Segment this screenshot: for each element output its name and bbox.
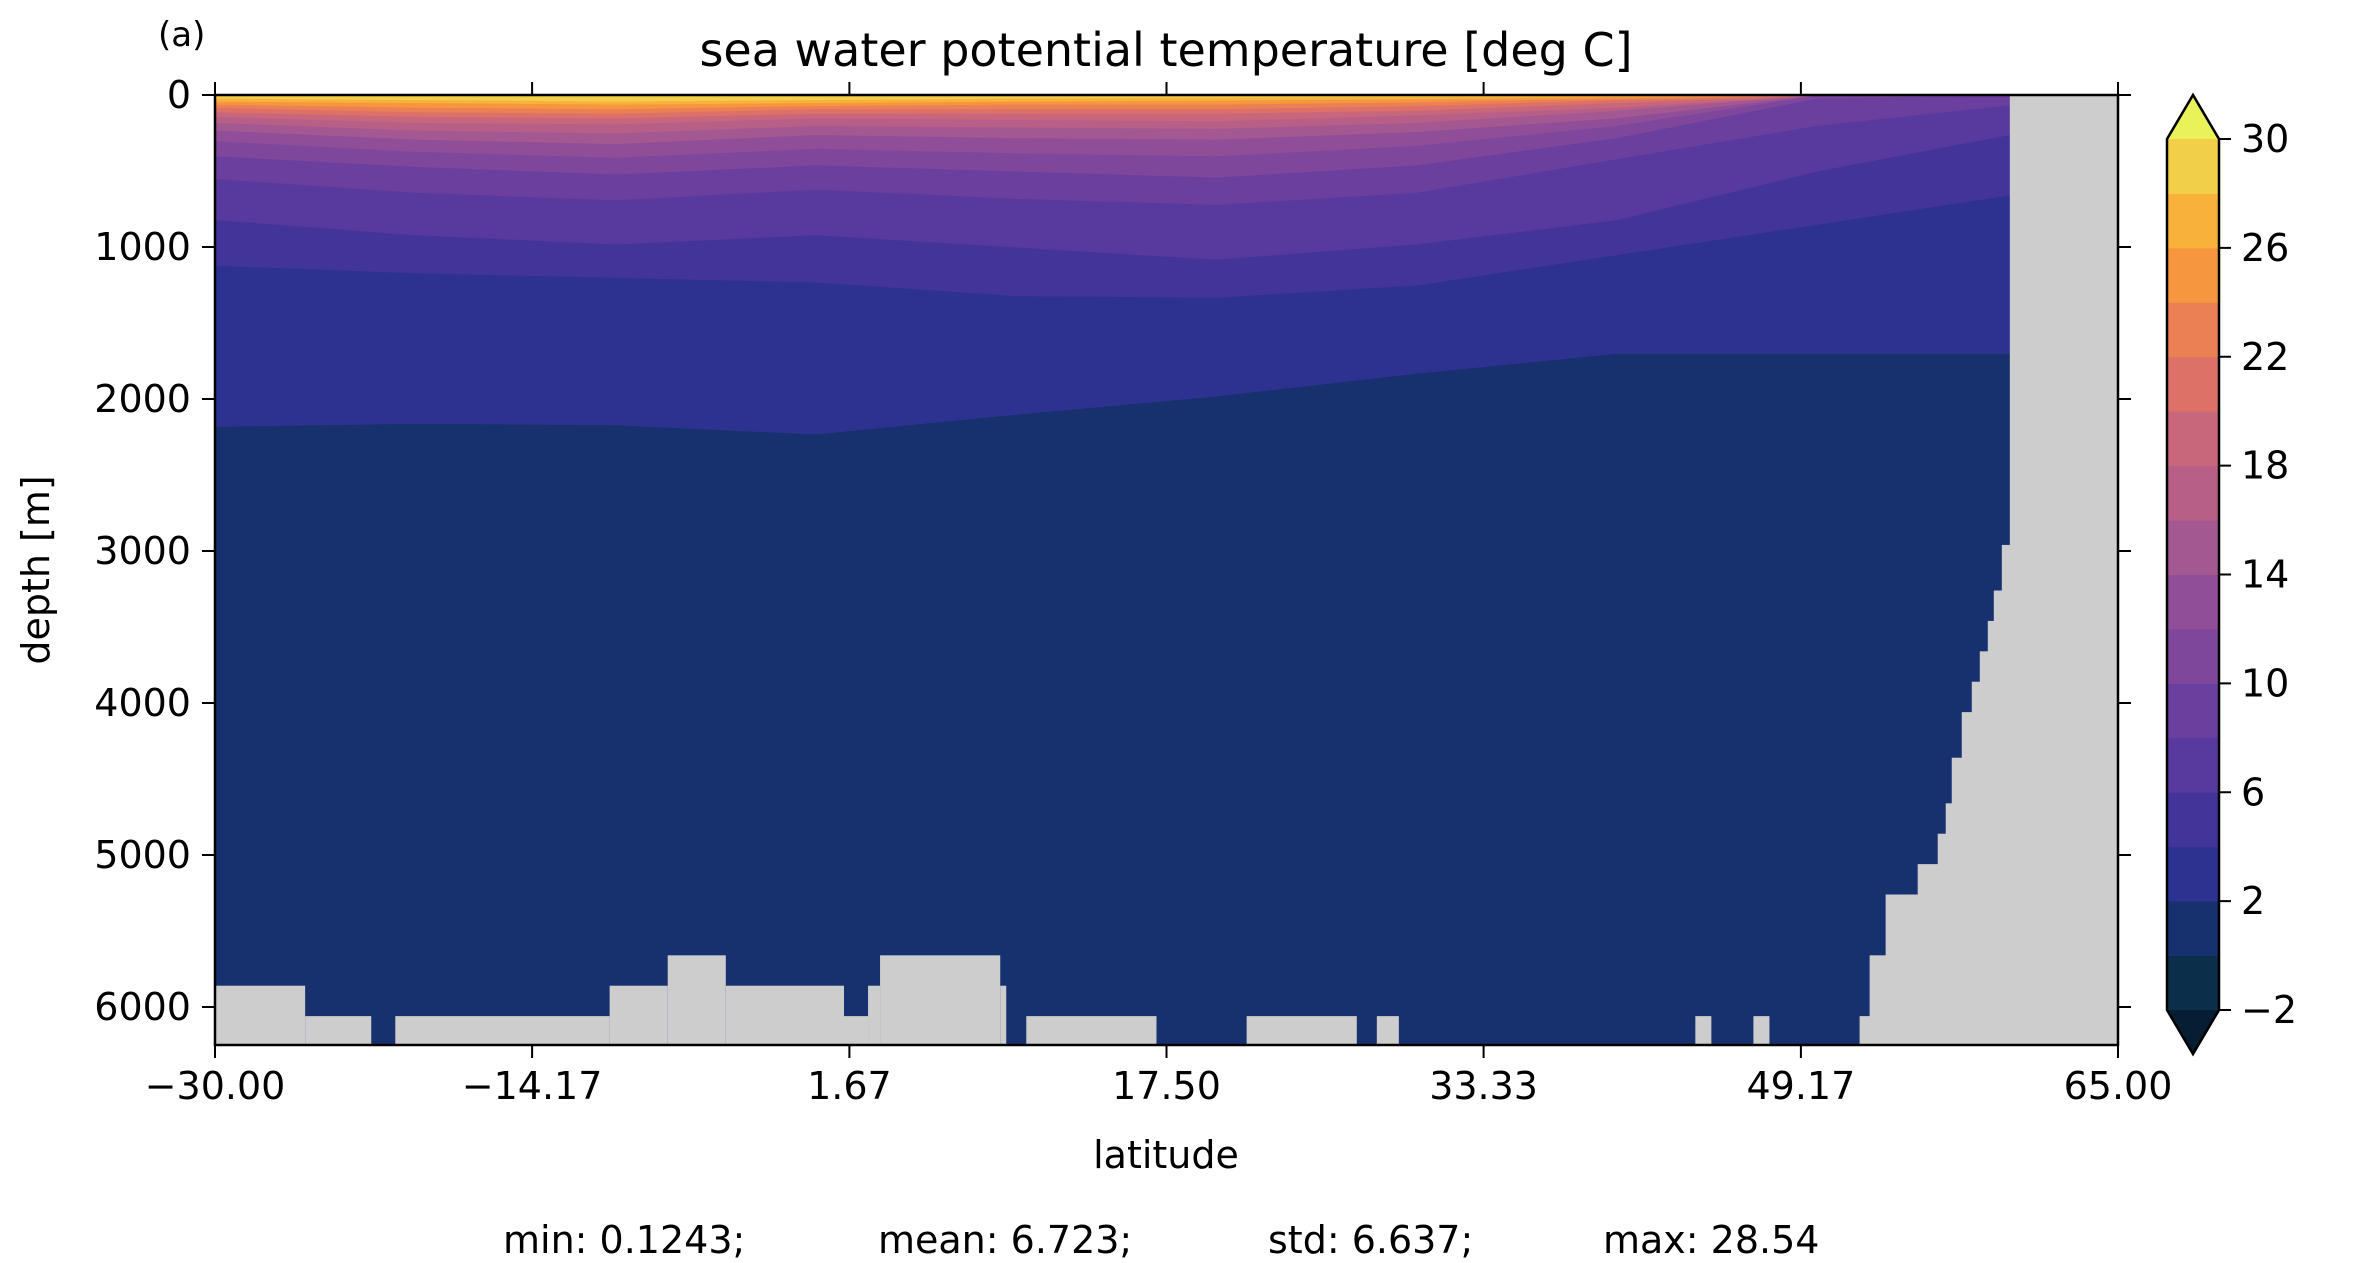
seafloor-block [1376, 1016, 1399, 1045]
colorbar-segment [2167, 737, 2219, 793]
colorbar-segment [2167, 356, 2219, 412]
panel-label: (a) [158, 15, 205, 55]
colorbar-tick-label: 6 [2241, 770, 2265, 814]
stat-std: std: 6.637; [1268, 1218, 1473, 1262]
colorbar-segment [2167, 247, 2219, 303]
seafloor-block [609, 985, 668, 1045]
seafloor-block [868, 985, 881, 1045]
y-axis-label: depth [m] [14, 475, 58, 664]
y-tick-label: 4000 [94, 681, 191, 725]
colorbar-tick-label: 22 [2241, 335, 2289, 379]
colorbar-segment [2167, 955, 2219, 1011]
stat-max: max: 28.54 [1603, 1218, 1819, 1262]
seafloor-block [843, 1016, 869, 1045]
x-tick-label: 65.00 [2064, 1064, 2173, 1108]
y-tick-label: 1000 [94, 225, 191, 269]
x-tick-label: 17.50 [1112, 1064, 1221, 1108]
colorbar-tick-label: 10 [2241, 661, 2289, 705]
seafloor-block [395, 1016, 610, 1045]
x-tick-label: −30.00 [145, 1064, 286, 1108]
y-tick-label: 3000 [94, 529, 191, 573]
land-mask [215, 95, 2118, 1045]
colorbar-segment [2167, 574, 2219, 630]
stats-line: min: 0.1243; mean: 6.723; std: 6.637; ma… [503, 1218, 1819, 1262]
colorbar-tick-label: 30 [2241, 117, 2289, 161]
colorbar-tick-label: 26 [2241, 226, 2289, 270]
seafloor-block [305, 1016, 372, 1045]
plot-area [215, 95, 2118, 1045]
seafloor-block [1695, 1016, 1712, 1045]
y-axis: 0 1000 2000 3000 4000 5000 6000 [94, 73, 2131, 1029]
colorbar-segment [2167, 846, 2219, 902]
x-tick-label: 1.67 [807, 1064, 892, 1108]
colorbar-segment [2167, 411, 2219, 467]
y-tick-label: 2000 [94, 377, 191, 421]
stat-mean: mean: 6.723; [878, 1218, 1132, 1262]
x-tick-label: −14.17 [462, 1064, 603, 1108]
y-tick-label: 6000 [94, 985, 191, 1029]
colorbar-segment [2167, 139, 2219, 194]
seafloor-block [1753, 1016, 1770, 1045]
x-axis: −30.00 −14.17 1.67 17.50 33.33 49.17 65.00 [145, 82, 2173, 1108]
seafloor-block [667, 955, 726, 1045]
temperature-band-28 [215, 95, 2118, 102]
colorbar-tick-label: 14 [2241, 553, 2289, 597]
colorbar-over-arrow [2167, 95, 2219, 139]
seafloor-block [1026, 1016, 1157, 1045]
colorbar-segment [2167, 628, 2219, 684]
colorbar-segment [2167, 302, 2219, 358]
stat-min: min: 0.1243; [503, 1218, 745, 1262]
colorbar-segment [2167, 683, 2219, 739]
y-tick-label: 5000 [94, 833, 191, 877]
colorbar-segment [2167, 901, 2219, 957]
seafloor-block [725, 985, 844, 1045]
colorbar-tick-label: 18 [2241, 444, 2289, 488]
y-tick-label: 0 [167, 73, 191, 117]
x-tick-label: 33.33 [1429, 1064, 1538, 1108]
x-axis-label: latitude [1093, 1133, 1239, 1177]
continental-slope-step [2009, 95, 2118, 1045]
colorbar-under-arrow [2167, 1010, 2219, 1054]
colorbar-tick-label: 2 [2241, 879, 2265, 923]
seafloor-block [1000, 985, 1007, 1045]
seafloor-block [215, 985, 306, 1045]
chart-title: sea water potential temperature [deg C] [699, 23, 1632, 77]
colorbar-segment [2167, 193, 2219, 249]
seafloor-block [880, 955, 1001, 1045]
seafloor-block [1246, 1016, 1357, 1045]
colorbar-segment [2167, 520, 2219, 575]
colorbar-segment [2167, 792, 2219, 848]
x-tick-label: 49.17 [1747, 1064, 1856, 1108]
colorbar-tick-label: −2 [2241, 988, 2297, 1032]
colorbar-segment [2167, 465, 2219, 521]
